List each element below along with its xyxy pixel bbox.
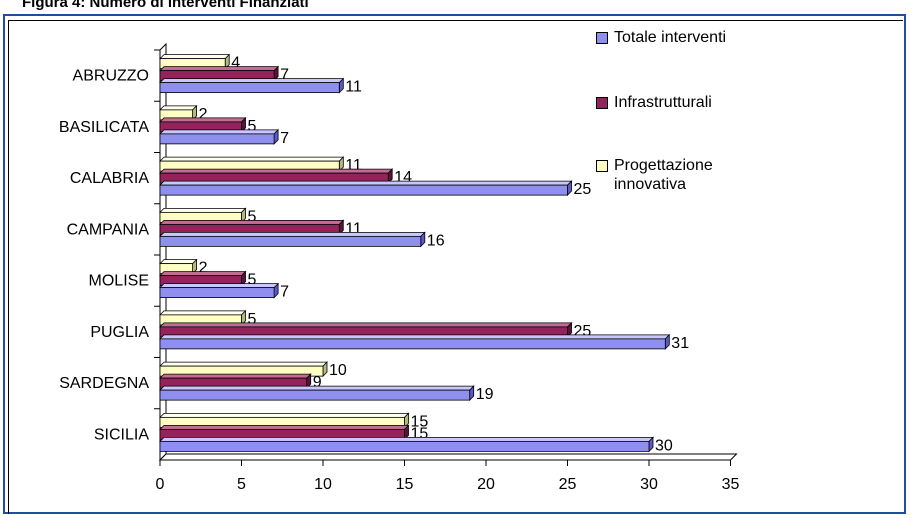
- data-label-infrastrutturali: 5: [248, 118, 257, 135]
- x-tick-label: 35: [722, 476, 740, 493]
- x-tick-label: 20: [477, 476, 495, 493]
- data-label-totale: 31: [671, 335, 689, 352]
- x-tick-label: 30: [640, 476, 658, 493]
- legend-label-progettazione: Progettazione innovativa: [614, 157, 713, 193]
- x-tick-label: 15: [396, 476, 414, 493]
- legend-label-infrastrutturali: Infrastrutturali: [614, 94, 712, 111]
- bar-top-infrastrutturali: [159, 168, 394, 174]
- legend-swatch-infrastrutturali: [596, 97, 608, 109]
- data-label-totale: 30: [655, 437, 673, 454]
- category-label: ABRUZZO: [73, 68, 149, 85]
- data-label-totale: 7: [280, 284, 289, 301]
- data-label-totale: 25: [574, 181, 592, 198]
- bar-top-totale: [159, 231, 426, 237]
- bar-top-totale: [159, 78, 345, 84]
- bar-top-progettazione: [159, 412, 410, 418]
- bar-top-progettazione: [159, 310, 247, 316]
- data-label-progettazione: 15: [411, 413, 429, 430]
- bar-top-progettazione: [159, 105, 198, 111]
- legend-item-totale: Totale interventi: [596, 28, 764, 47]
- data-label-infrastrutturali: 5: [248, 272, 257, 289]
- category-label: SARDEGNA: [59, 375, 149, 392]
- bar-top-infrastrutturali: [159, 271, 247, 277]
- x-tick-label: 5: [237, 476, 246, 493]
- bar-totale: [159, 133, 275, 145]
- data-label-progettazione: 5: [248, 208, 257, 225]
- category-label: MOLISE: [89, 273, 149, 290]
- data-label-progettazione: 10: [329, 362, 347, 379]
- bar-top-totale: [159, 129, 280, 135]
- bar-top-progettazione: [159, 207, 247, 213]
- data-label-infrastrutturali: 9: [313, 374, 322, 391]
- bar-top-totale: [159, 436, 654, 442]
- category-label: BASILICATA: [59, 119, 149, 136]
- bar-totale: [159, 235, 422, 247]
- data-label-progettazione: 5: [248, 311, 257, 328]
- data-label-progettazione: 2: [199, 260, 208, 277]
- chart-frame-outer: [3, 14, 906, 514]
- bar-top-progettazione: [159, 54, 231, 60]
- legend-item-progettazione: Progettazione innovativa: [596, 156, 764, 194]
- bar-totale: [159, 184, 568, 196]
- bar-top-progettazione: [159, 361, 328, 367]
- category-label: SICILIA: [94, 426, 149, 443]
- bar-totale: [159, 440, 650, 452]
- bar-top-infrastrutturali: [159, 373, 312, 379]
- floor: [158, 453, 738, 461]
- bar-top-infrastrutturali: [159, 424, 410, 430]
- category-label: PUGLIA: [90, 324, 149, 341]
- data-label-progettazione: 4: [231, 55, 240, 72]
- figure-title: Figura 4: Numero di interventi Finanziat…: [22, 0, 309, 11]
- bar-totale: [159, 287, 275, 299]
- bar-totale: [159, 338, 666, 350]
- bar-top-infrastrutturali: [159, 117, 247, 123]
- data-label-infrastrutturali: 7: [280, 67, 289, 84]
- data-label-totale: 16: [427, 232, 445, 249]
- bar-totale: [159, 82, 340, 94]
- legend-swatch-totale: [596, 32, 608, 44]
- category-label: CALABRIA: [70, 170, 149, 187]
- legend-swatch-progettazione: [596, 160, 608, 172]
- legend-item-infrastrutturali: Infrastrutturali: [596, 93, 764, 112]
- chart-frame-inner: [8, 20, 903, 514]
- bar-top-progettazione: [159, 156, 345, 162]
- data-label-totale: 19: [476, 386, 494, 403]
- bar-top-infrastrutturali: [159, 66, 280, 72]
- data-label-totale: 7: [280, 130, 289, 147]
- data-label-progettazione: 2: [199, 106, 208, 123]
- bar-top-totale: [159, 334, 671, 340]
- bar-totale: [159, 389, 471, 401]
- category-label: CAMPANIA: [67, 221, 150, 238]
- legend-label-totale: Totale interventi: [614, 29, 727, 46]
- bar-top-totale: [159, 180, 573, 186]
- bar-top-infrastrutturali: [159, 322, 573, 328]
- x-tick-label: 25: [559, 476, 577, 493]
- data-label-totale: 11: [345, 79, 362, 96]
- x-tick-label: 10: [314, 476, 332, 493]
- x-tick-label: 0: [156, 476, 165, 493]
- bar-top-progettazione: [159, 259, 198, 265]
- bar-top-infrastrutturali: [159, 219, 345, 225]
- bar-top-totale: [159, 385, 475, 391]
- bar-top-totale: [159, 283, 280, 289]
